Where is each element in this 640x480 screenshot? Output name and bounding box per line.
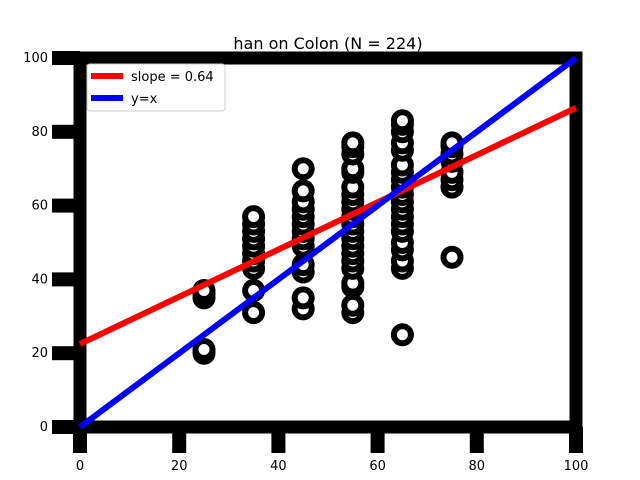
y-tick <box>52 420 80 434</box>
x-tick <box>370 427 385 453</box>
axes: 0 20 40 60 80 100 0 20 40 60 80 100 <box>23 51 588 474</box>
x-tick-label: 0 <box>76 459 84 474</box>
data-points <box>192 109 464 365</box>
y-tick-label: 40 <box>31 272 48 287</box>
fit-line <box>78 105 578 347</box>
y-tick <box>52 124 80 139</box>
data-point <box>291 179 315 203</box>
x-tick <box>469 427 484 453</box>
y-tick <box>52 51 80 65</box>
legend-label: y=x <box>131 92 158 107</box>
data-point <box>341 293 365 317</box>
data-point <box>192 338 216 362</box>
identity-line <box>78 55 578 430</box>
data-point <box>291 286 315 310</box>
y-tick-label: 0 <box>40 420 48 435</box>
x-tick <box>569 427 583 453</box>
y-tick-label: 60 <box>31 199 48 214</box>
data-point <box>242 301 266 325</box>
x-tick <box>172 427 187 453</box>
reference-lines <box>78 55 578 430</box>
x-tick-label: 60 <box>369 459 386 474</box>
y-tick <box>52 198 80 213</box>
y-tick-label: 80 <box>31 125 48 140</box>
y-tick-label: 100 <box>23 51 48 66</box>
x-tick-label: 20 <box>171 459 188 474</box>
x-tick <box>271 427 286 453</box>
y-tick <box>52 346 80 361</box>
y-tick <box>52 272 80 287</box>
data-point <box>341 131 365 155</box>
x-tick-label: 100 <box>564 459 589 474</box>
x-tick-label: 80 <box>469 459 486 474</box>
data-point <box>390 323 414 347</box>
x-tick-label: 40 <box>270 459 287 474</box>
y-tick-label: 20 <box>31 346 48 361</box>
legend: slope = 0.64 y=x <box>86 63 226 112</box>
data-point <box>242 205 266 229</box>
legend-label: slope = 0.64 <box>131 70 214 85</box>
chart-title: han on Colon (N = 224) <box>233 34 422 53</box>
data-point <box>390 109 414 133</box>
data-point <box>440 245 464 269</box>
data-point <box>291 157 315 181</box>
